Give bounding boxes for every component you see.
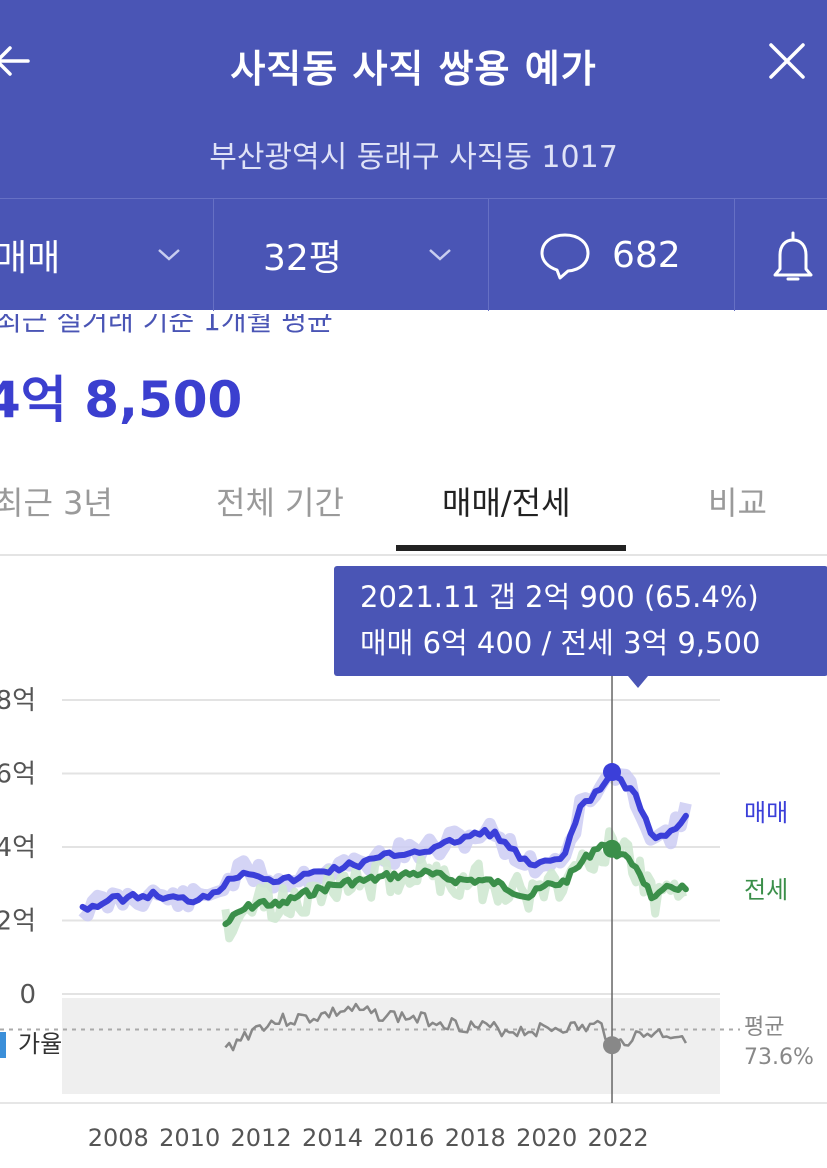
y-tick-label: 8억: [0, 686, 36, 716]
app-header: 사직동 사직 쌍용 예가 부산광역시 동래구 사직동 1017 매매 32평 6…: [0, 0, 827, 311]
price-caption: 최근 실거래 기준 1개월 평균: [0, 314, 333, 337]
divider: [734, 199, 735, 311]
tab-sale-jeonse[interactable]: 매매/전세: [442, 484, 571, 522]
chart-tooltip: 2021.11 갭 2억 900 (65.4%) 매매 6억 400 / 전세 …: [334, 566, 827, 676]
x-tick-label: 2018: [445, 1124, 506, 1152]
tooltip-price-line: 매매 6억 400 / 전세 3억 9,500: [360, 626, 761, 660]
average-label: 평균: [744, 1015, 784, 1040]
notification-button[interactable]: [734, 199, 827, 311]
tab-all-period[interactable]: 전체 기간: [216, 484, 344, 522]
average-price: 4억 8,500: [0, 371, 243, 429]
y-tick-label: 0: [19, 980, 36, 1010]
y-tick-label: 4억: [0, 833, 36, 863]
price-chart[interactable]: 8억 6억 4억 2억 0 2008 2010 2012 2014 2016 2018 2020 202…: [0, 676, 827, 1168]
address-subtitle: 부산광역시 동래구 사직동 1017: [209, 140, 618, 175]
highlight-point-jeonse: [603, 839, 622, 858]
y-tick-label: 6억: [0, 760, 36, 790]
series-label-sale: 매매: [744, 799, 788, 827]
series-line-sale: [79, 771, 689, 913]
page-title: 사직동 사직 쌍용 예가: [230, 47, 597, 91]
chevron-down-icon: [158, 249, 180, 261]
tooltip-gap-line: 2021.11 갭 2억 900 (65.4%): [360, 580, 759, 614]
size-value: 32평: [263, 238, 342, 279]
series-label-jeonse: 전세: [744, 876, 788, 904]
chevron-down-icon: [429, 249, 451, 261]
tab-recent-3y[interactable]: 최근 3년: [0, 484, 113, 522]
highlight-point-ratio: [603, 1036, 622, 1055]
tab-compare[interactable]: 비교: [708, 484, 767, 522]
jeonse-range-band: [221, 827, 687, 943]
x-tick-label: 2014: [302, 1124, 363, 1152]
x-tick-label: 2022: [588, 1124, 649, 1152]
x-tick-label: 2016: [373, 1124, 434, 1152]
divider: [488, 199, 489, 311]
average-value: 73.6%: [744, 1045, 814, 1070]
x-tick-label: 2020: [516, 1124, 577, 1152]
x-tick-label: 2010: [159, 1124, 220, 1152]
trade-type-value: 매매: [0, 238, 61, 279]
bell-icon: [773, 231, 813, 281]
x-tick-label: 2008: [88, 1124, 149, 1152]
close-icon[interactable]: [766, 40, 808, 82]
ratio-label-accent: [0, 1032, 6, 1058]
x-tick-label: 2012: [231, 1124, 292, 1152]
tooltip-pointer: [628, 676, 648, 688]
selector-bar: 매매 32평 682: [0, 198, 827, 311]
comments-button[interactable]: 682: [488, 199, 734, 311]
comment-count: 682: [612, 234, 681, 276]
divider: [213, 199, 214, 311]
y-tick-label: 2억: [0, 907, 36, 937]
speech-bubble-icon: [540, 233, 590, 280]
period-tabs: 최근 3년 전체 기간 매매/전세 비교: [0, 460, 827, 556]
active-tab-indicator: [396, 545, 626, 551]
trade-type-dropdown[interactable]: 매매: [0, 199, 204, 311]
back-arrow-icon[interactable]: [0, 38, 38, 84]
series-label-ratio: 가율: [18, 1030, 62, 1058]
highlight-point-sale: [603, 763, 622, 782]
size-dropdown[interactable]: 32평: [213, 199, 488, 311]
